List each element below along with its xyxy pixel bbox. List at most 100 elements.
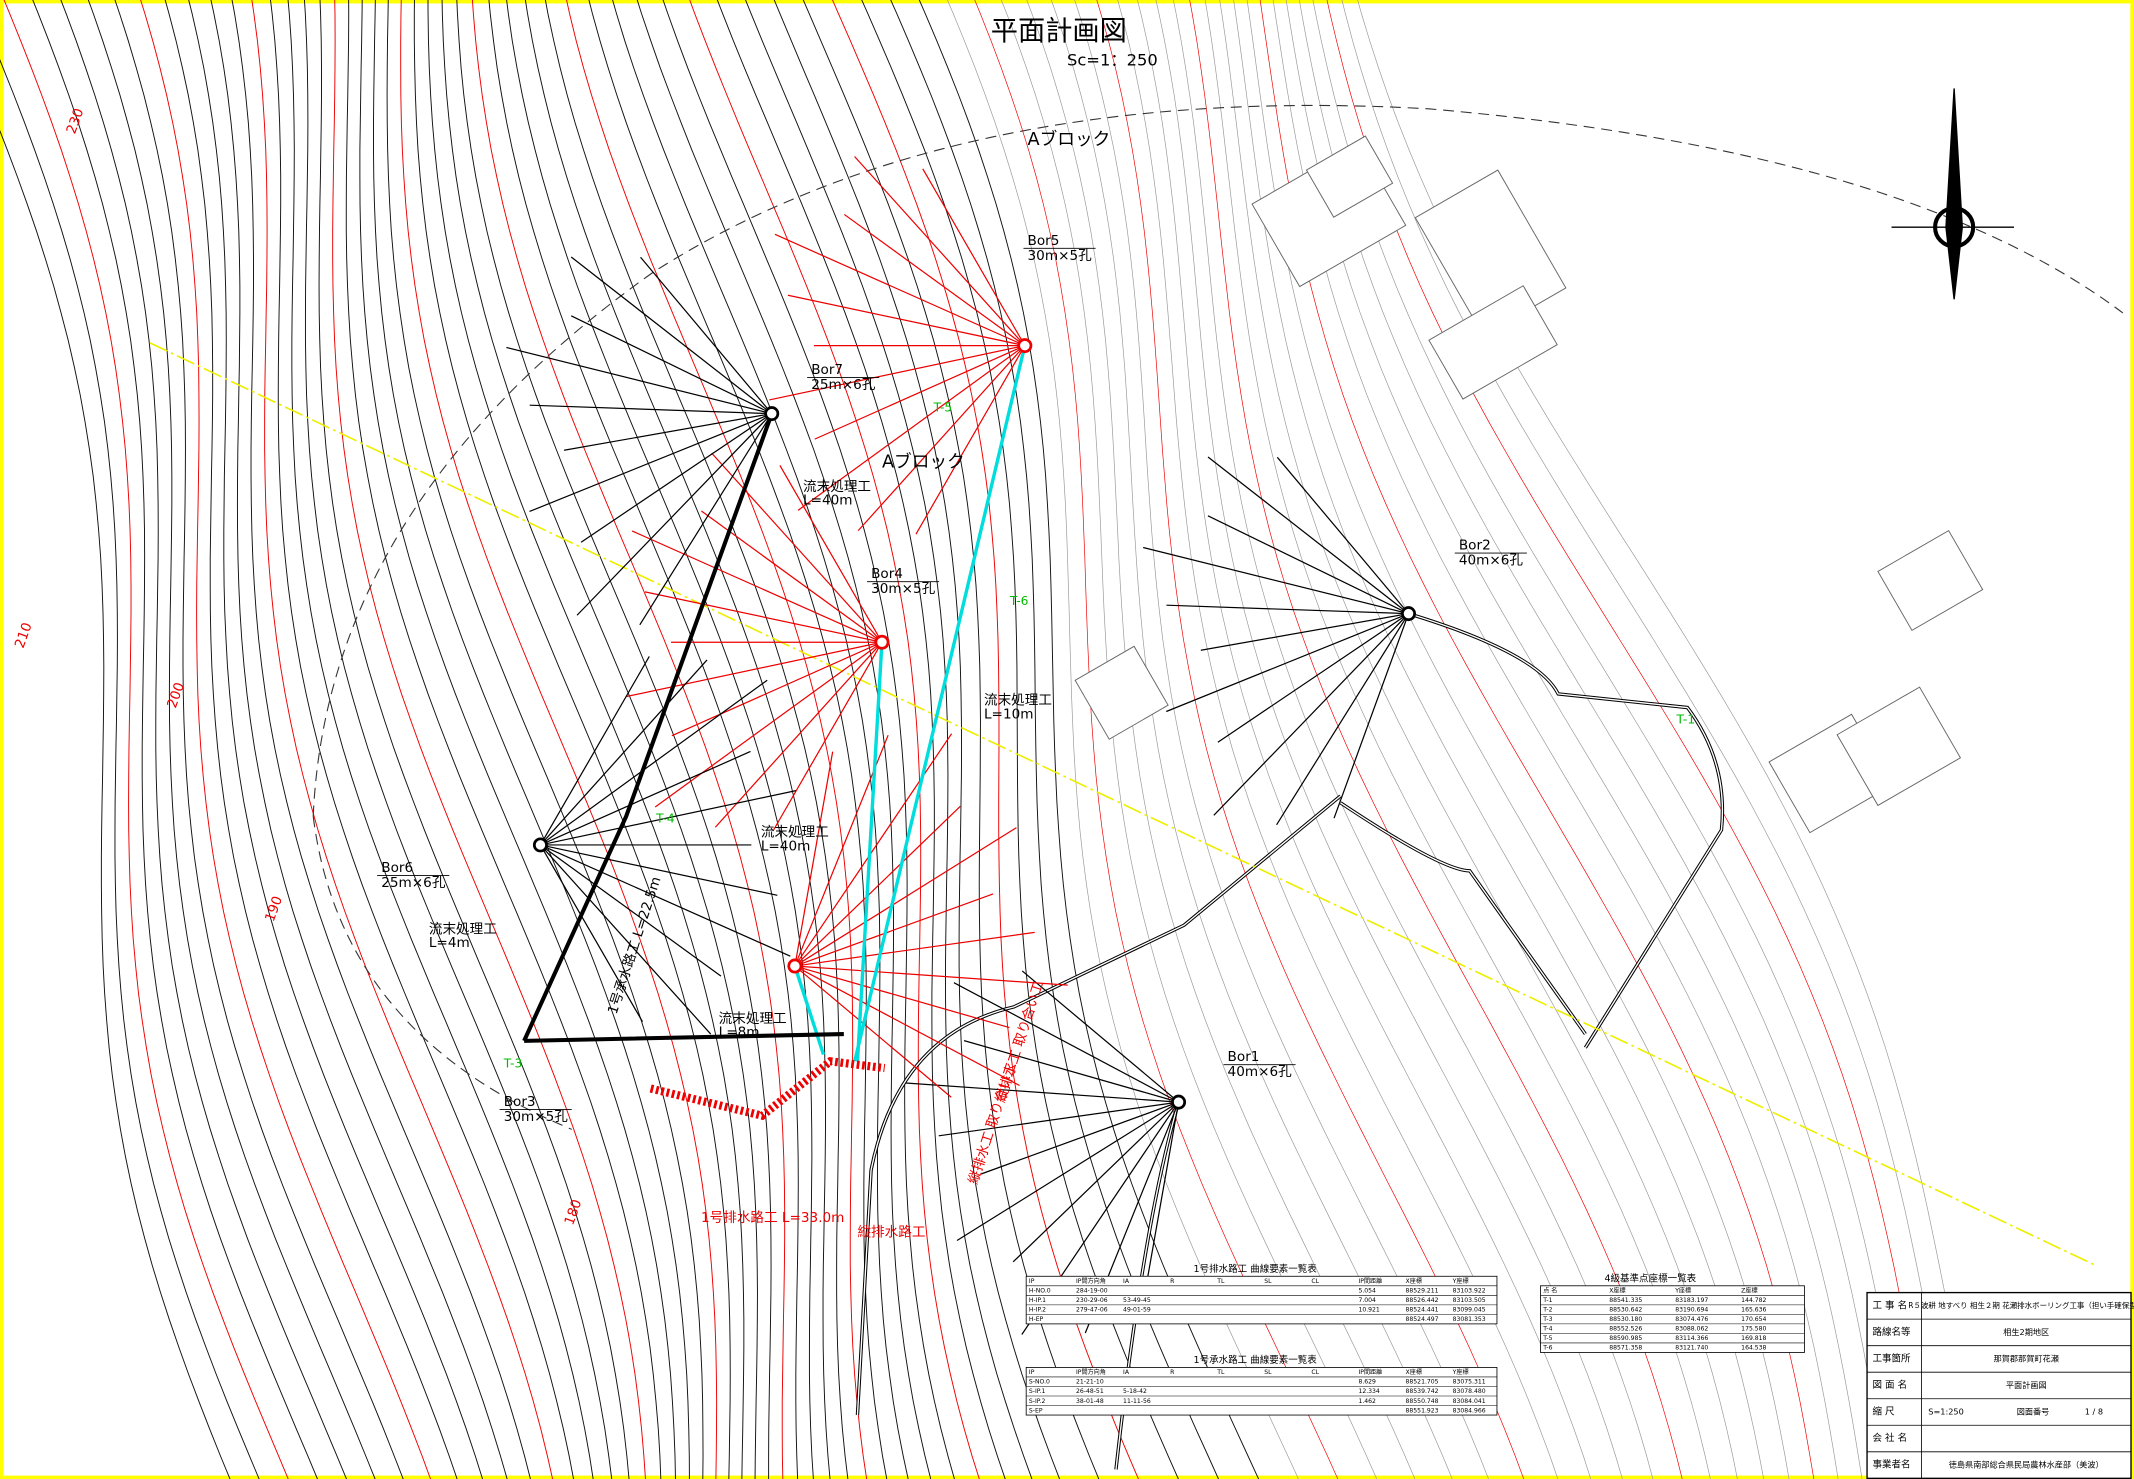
boring-hole [539, 844, 712, 1035]
table-cell: 88571.358 [1609, 1345, 1642, 1352]
building [1836, 686, 1962, 807]
contour [210, 0, 508, 1479]
table [1025, 1367, 1498, 1416]
index-contour [471, 0, 786, 1479]
table-header: IP間距離 [1358, 1277, 1382, 1285]
control-point: T-4 [655, 812, 675, 826]
boring-hole [711, 452, 883, 643]
table-header: CL [1311, 1369, 1319, 1376]
table-header: R [1170, 1278, 1175, 1285]
table-header: IA [1123, 1369, 1130, 1376]
table-cell: T-3 [1542, 1316, 1552, 1323]
boring-hole [794, 751, 834, 967]
control-point: T-5 [933, 401, 953, 415]
table-header: IP間距離 [1358, 1368, 1382, 1376]
table-cell: S-NO.0 [1029, 1379, 1050, 1386]
table-cell: 83183.197 [1675, 1297, 1708, 1304]
contour [345, 0, 662, 1479]
boring-hole [1213, 613, 1409, 816]
table-cell: 12.334 [1358, 1388, 1379, 1395]
index-contour [689, 0, 980, 1479]
boring-hole [540, 844, 722, 977]
contour [413, 0, 731, 1479]
channel-label: 縦排水路工 [857, 1225, 925, 1241]
table-header: IA [1123, 1278, 1130, 1285]
drawing-scale: Sc=1：250 [1067, 51, 1158, 70]
table-cell: 83103.505 [1453, 1297, 1486, 1304]
contour [1172, 0, 1654, 1479]
table-cell: 170.654 [1741, 1316, 1766, 1323]
boring-hole [640, 256, 773, 415]
boring-hole [794, 827, 1017, 967]
table-header: Y座標 [1674, 1287, 1691, 1295]
table-header: Y座標 [1452, 1277, 1469, 1285]
boring-hole [576, 413, 773, 616]
table-cell: S-IP.1 [1029, 1388, 1046, 1395]
table-title: 1号排水路工 曲線要素一覧表 [1194, 1263, 1318, 1275]
boring-hole [769, 344, 1025, 401]
table [1025, 1275, 1498, 1325]
table-cell: 83078.480 [1453, 1388, 1486, 1395]
boring-hole [1021, 970, 1179, 1103]
table-header: SL [1264, 1369, 1272, 1376]
contour [544, 0, 849, 1479]
table-header: IP間方向角 [1076, 1368, 1106, 1376]
table-cell: 10.921 [1358, 1307, 1379, 1314]
index-contour [974, 0, 1339, 1479]
work-name: 流末処理工 [803, 479, 871, 495]
contour [1155, 0, 1623, 1479]
boring-hole [854, 156, 1026, 347]
table-cell: 164.538 [1741, 1345, 1766, 1352]
block-label: Aブロック [1028, 128, 1111, 150]
boring-hole [794, 965, 1020, 1087]
table-cell: 26-48-51 [1076, 1388, 1104, 1395]
table [1540, 1285, 1805, 1353]
table-cell: 88590.985 [1609, 1335, 1642, 1342]
table-cell: 38-01-48 [1076, 1398, 1104, 1405]
boring-hole [794, 965, 1068, 986]
boring-hole [540, 750, 751, 846]
table-cell: 88541.335 [1609, 1297, 1642, 1304]
table-cell: 144.782 [1741, 1297, 1766, 1304]
work-length: L=8m [719, 1025, 760, 1041]
boring-name: Bor2 [1459, 538, 1491, 554]
boring-hole [539, 844, 644, 1023]
boring-spec: 30m×5孔 [1028, 248, 1093, 264]
table-cell: 88539.742 [1406, 1388, 1439, 1395]
contour [386, 0, 704, 1479]
table-header: IP [1029, 1278, 1035, 1285]
table-header: R [1170, 1369, 1175, 1376]
title-label: 工 事 名 [1872, 1299, 1907, 1311]
title-label: 図 面 名 [1872, 1379, 1907, 1391]
boring-hole [1276, 613, 1410, 826]
contour [270, 0, 575, 1479]
boring-hole [774, 233, 1026, 347]
boring-hole [540, 844, 791, 957]
control-point: T-3 [503, 1057, 523, 1071]
building [1305, 135, 1394, 218]
table-cell: 88524.441 [1406, 1307, 1439, 1314]
north-arrow-needle [1891, 88, 2014, 300]
table-cell: 88551.923 [1406, 1407, 1439, 1414]
table-cell: 83088.062 [1675, 1326, 1708, 1333]
title-value: S=1:250 [1928, 1406, 1964, 1416]
contour [588, 0, 888, 1479]
table-header: X座標 [1406, 1277, 1422, 1285]
contour [773, 0, 1061, 1479]
table-cell: T-5 [1542, 1335, 1552, 1342]
table-cell: 230-29-06 [1076, 1297, 1108, 1304]
table-cell: S-EP [1029, 1407, 1043, 1414]
boring-spec: 25m×6孔 [811, 377, 876, 393]
boring-hole [1143, 546, 1409, 615]
contour [1219, 0, 1738, 1479]
table-cell: 83075.311 [1453, 1379, 1486, 1386]
title-value: R５波耕 地すべり 相生２期 花瀬排水ボーリング工事（担い手確保型） [1908, 1300, 2134, 1310]
index-contour [140, 0, 432, 1479]
table-cell: 88526.442 [1406, 1297, 1439, 1304]
boring-name: Bor4 [871, 566, 903, 582]
title-value: 平面計画図 [2006, 1380, 2047, 1390]
table-cell: 8.629 [1358, 1379, 1376, 1386]
table-cell: 88524.497 [1406, 1316, 1439, 1323]
